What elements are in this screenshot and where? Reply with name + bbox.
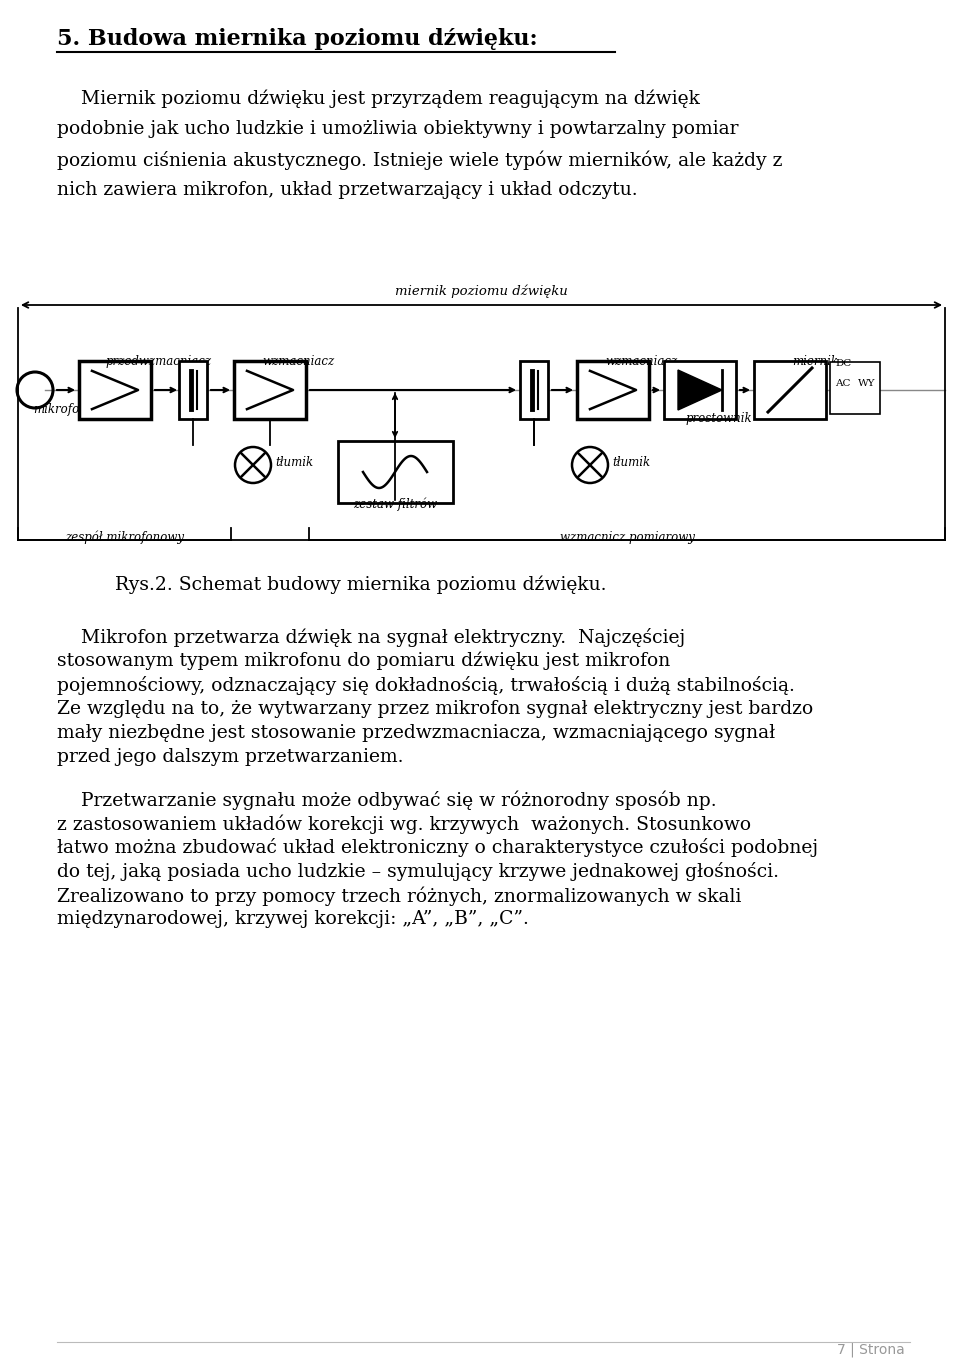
Bar xyxy=(664,361,736,420)
Text: mały niezbędne jest stosowanie przedwzmacniacza, wzmacniającego sygnał: mały niezbędne jest stosowanie przedwzma… xyxy=(57,725,775,742)
Text: prostownik: prostownik xyxy=(686,411,753,425)
Text: Miernik poziomu dźwięku jest przyrządem reagującym na dźwięk: Miernik poziomu dźwięku jest przyrządem … xyxy=(57,90,700,108)
Text: miernik poziomu dźwięku: miernik poziomu dźwięku xyxy=(396,284,568,298)
Bar xyxy=(79,361,151,420)
Text: 7 | Strona: 7 | Strona xyxy=(837,1342,905,1357)
Text: mikrofon: mikrofon xyxy=(33,403,86,416)
Text: zespół mikrofonowy: zespół mikrofonowy xyxy=(65,530,184,544)
Text: przedwzmacniacz: przedwzmacniacz xyxy=(105,355,211,368)
Text: poziomu ciśnienia akustycznego. Istnieje wiele typów mierników, ale każdy z: poziomu ciśnienia akustycznego. Istnieje… xyxy=(57,150,782,171)
Text: z zastosowaniem układów korekcji wg. krzywych  ważonych. Stosunkowo: z zastosowaniem układów korekcji wg. krz… xyxy=(57,813,751,834)
Bar xyxy=(577,361,649,420)
Bar xyxy=(179,361,207,420)
Text: do tej, jaką posiada ucho ludzkie – symulujący krzywe jednakowej głośności.: do tej, jaką posiada ucho ludzkie – symu… xyxy=(57,863,779,880)
Text: stosowanym typem mikrofonu do pomiaru dźwięku jest mikrofon: stosowanym typem mikrofonu do pomiaru dź… xyxy=(57,652,670,670)
Text: Rys.2. Schemat budowy miernika poziomu dźwięku.: Rys.2. Schemat budowy miernika poziomu d… xyxy=(115,576,607,593)
Bar xyxy=(234,361,306,420)
Text: Zrealizowano to przy pomocy trzech różnych, znormalizowanych w skali: Zrealizowano to przy pomocy trzech różny… xyxy=(57,886,741,905)
Text: AC: AC xyxy=(835,379,851,388)
Text: tłumik: tłumik xyxy=(612,455,650,469)
Text: miernik: miernik xyxy=(792,355,838,368)
Text: wzmacnicz pomiarowy: wzmacnicz pomiarowy xyxy=(560,530,694,544)
Bar xyxy=(338,442,452,503)
Text: tłumik: tłumik xyxy=(275,455,313,469)
Text: 5. Budowa miernika poziomu dźwięku:: 5. Budowa miernika poziomu dźwięku: xyxy=(57,27,538,51)
Text: WY: WY xyxy=(858,379,876,388)
Text: łatwo można zbudować układ elektroniczny o charakterystyce czułości podobnej: łatwo można zbudować układ elektroniczny… xyxy=(57,838,818,857)
Bar xyxy=(520,361,548,420)
Bar xyxy=(830,362,880,414)
Bar xyxy=(754,361,826,420)
Polygon shape xyxy=(678,370,722,410)
Text: podobnie jak ucho ludzkie i umożliwia obiektywny i powtarzalny pomiar: podobnie jak ucho ludzkie i umożliwia ob… xyxy=(57,120,738,138)
Text: wzmacniacz: wzmacniacz xyxy=(262,355,334,368)
Text: nich zawiera mikrofon, układ przetwarzający i układ odczytu.: nich zawiera mikrofon, układ przetwarzaj… xyxy=(57,180,637,200)
Text: Przetwarzanie sygnału może odbywać się w różnorodny sposób np.: Przetwarzanie sygnału może odbywać się w… xyxy=(57,790,716,809)
Text: DC: DC xyxy=(835,360,852,368)
Text: wzmacniacz: wzmacniacz xyxy=(605,355,677,368)
Text: pojemnościowy, odznaczający się dokładnością, trwałością i dużą stabilnością.: pojemnościowy, odznaczający się dokładno… xyxy=(57,677,795,694)
Text: Mikrofon przetwarza dźwięk na sygnał elektryczny.  Najczęściej: Mikrofon przetwarza dźwięk na sygnał ele… xyxy=(57,627,685,647)
Text: przed jego dalszym przetwarzaniem.: przed jego dalszym przetwarzaniem. xyxy=(57,748,403,766)
Text: międzynarodowej, krzywej korekcji: „A”, „B”, „C”.: międzynarodowej, krzywej korekcji: „A”, … xyxy=(57,910,529,928)
Text: zestaw filtrów: zestaw filtrów xyxy=(353,498,437,511)
Text: Ze względu na to, że wytwarzany przez mikrofon sygnał elektryczny jest bardzo: Ze względu na to, że wytwarzany przez mi… xyxy=(57,700,813,718)
